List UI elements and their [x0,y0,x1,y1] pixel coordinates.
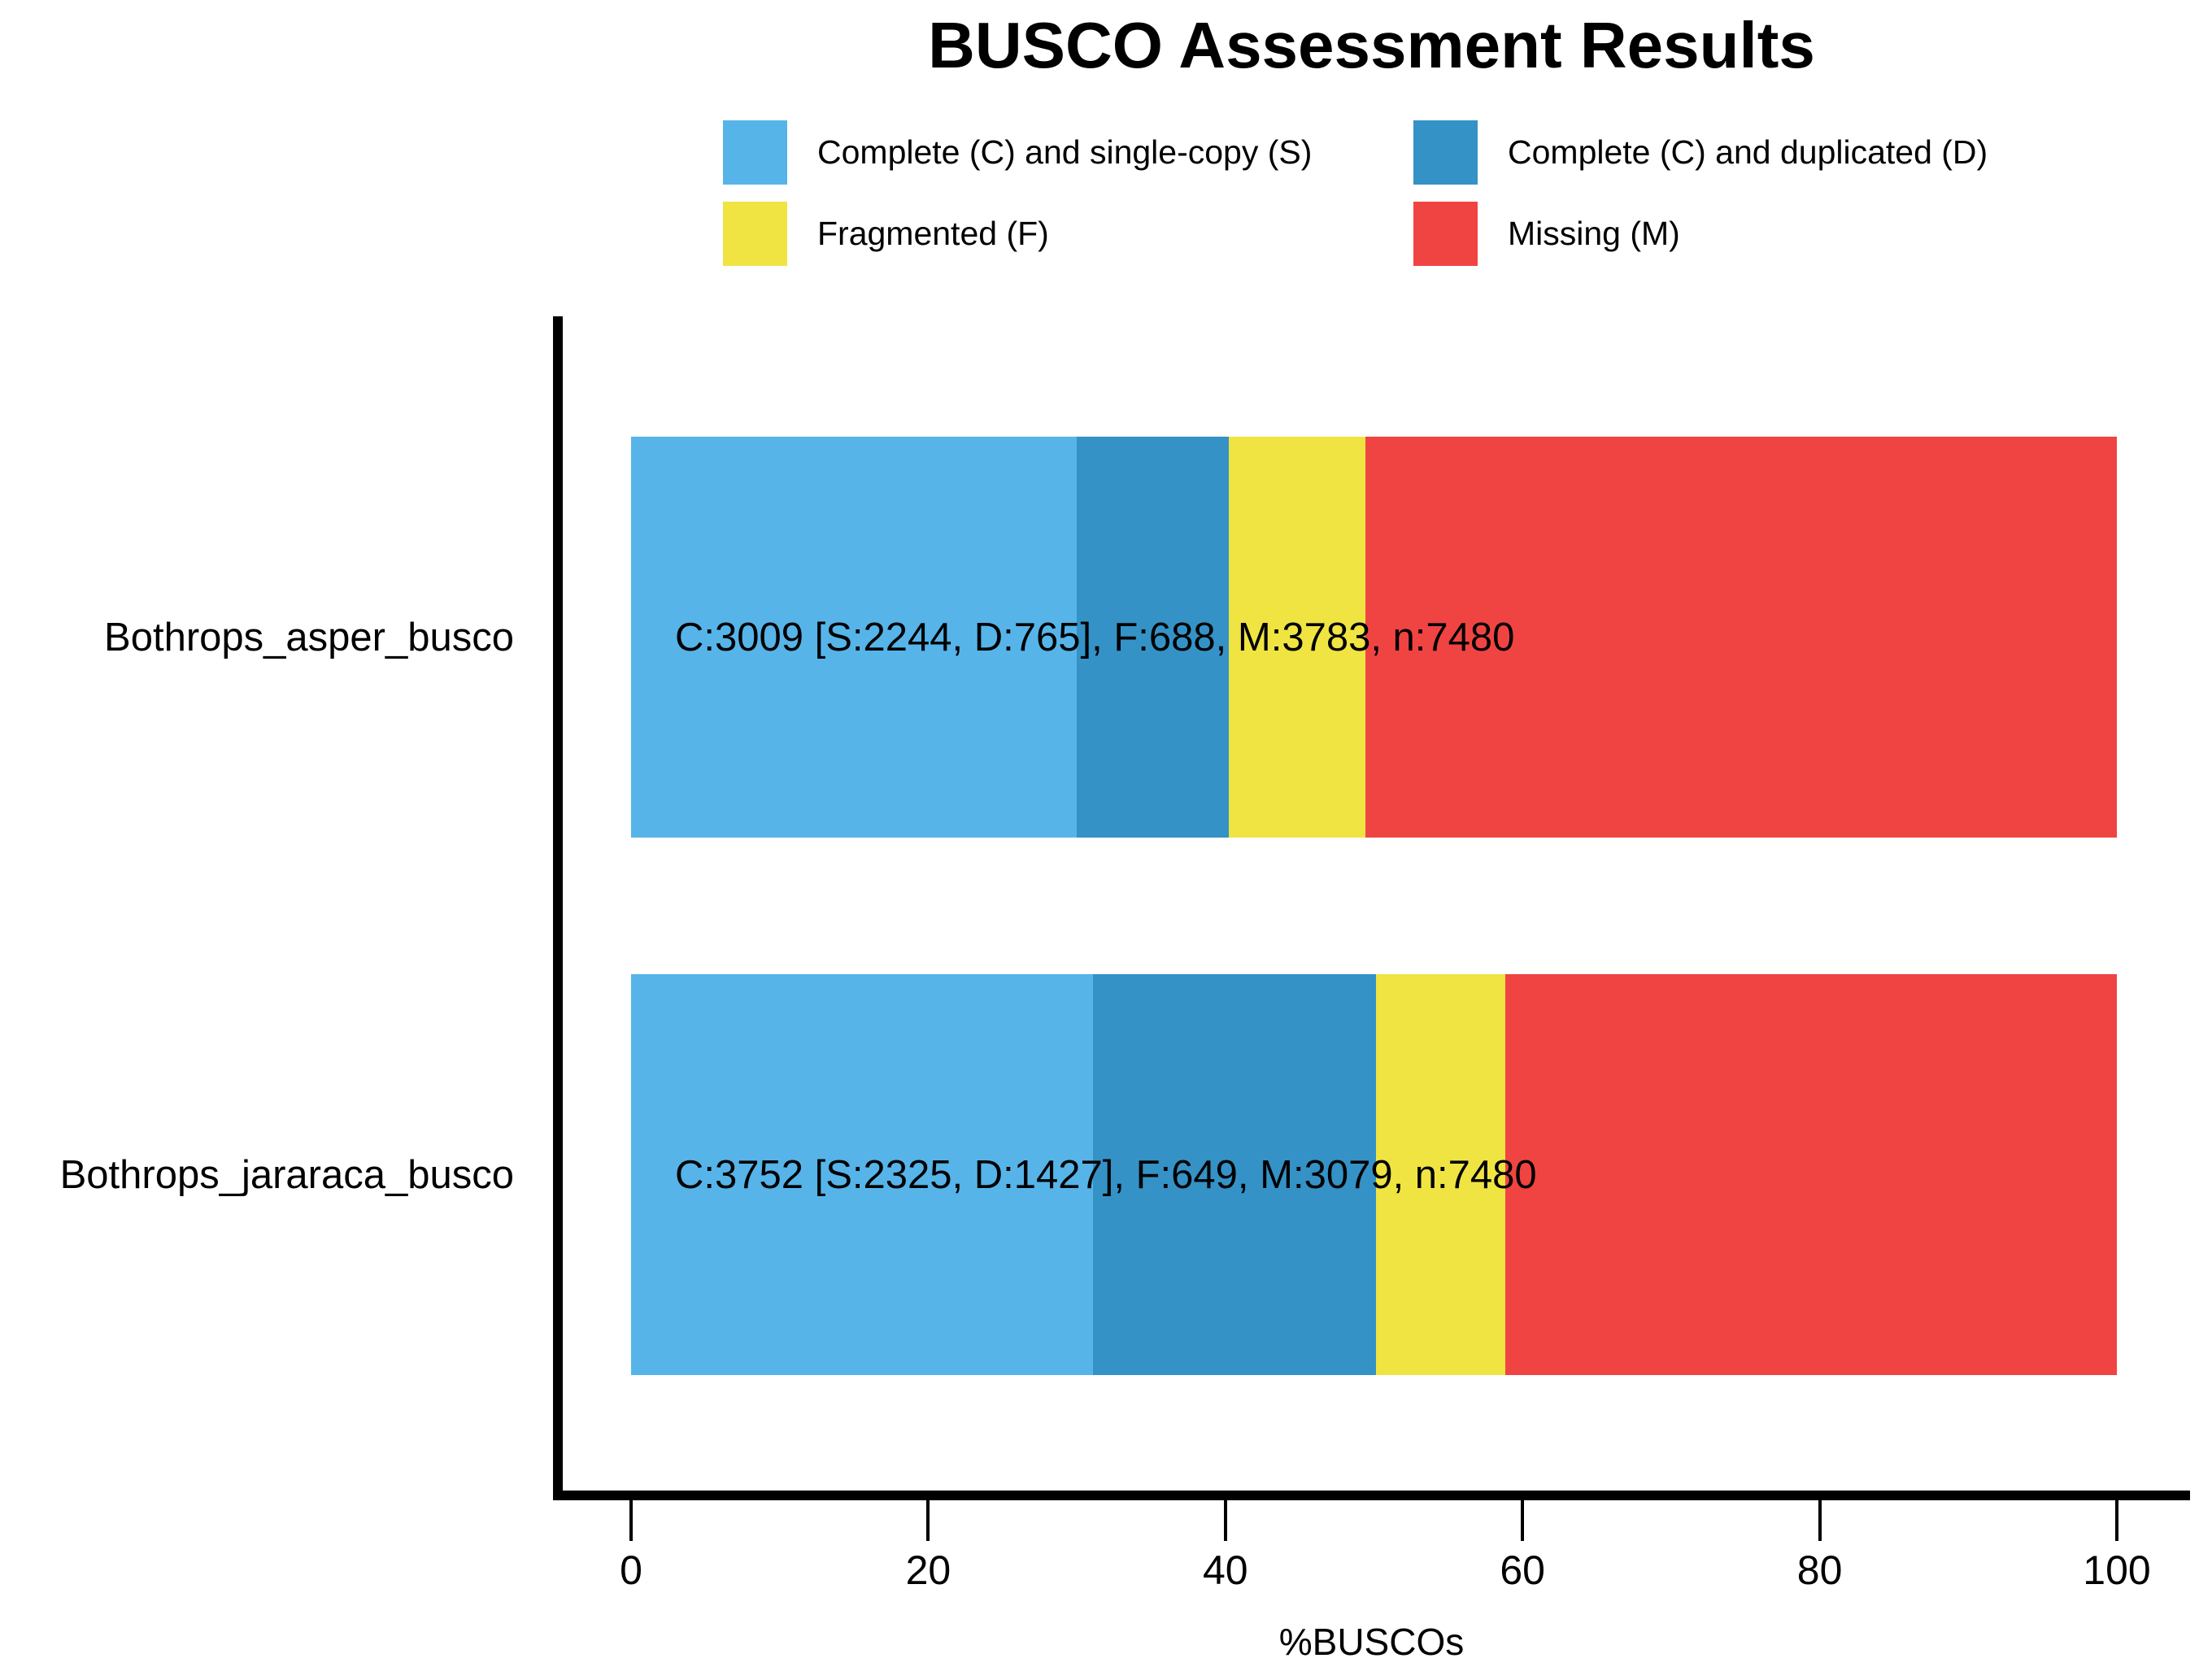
x-tick-mark [629,1500,633,1541]
bar-segment [1092,974,1377,1375]
chart-title: BUSCO Assessment Results [928,9,1815,81]
stacked-bar-row: C:3009 [S:2244, D:765], F:688, M:3783, n… [631,437,2117,838]
category-label: Bothrops_asper_busco [104,615,514,659]
legend-swatch-4 [1413,202,1478,266]
x-tick-mark [1818,1500,1822,1541]
x-tick-mark [1223,1500,1227,1541]
stacked-bar-row: C:3752 [S:2325, D:1427], F:649, M:3079, … [631,974,2117,1375]
x-tick-mark [2115,1500,2118,1541]
category-label: Bothrops_jararaca_busco [59,1152,514,1197]
x-tick-label: 40 [1202,1547,1248,1593]
x-tick-mark [1521,1500,1525,1541]
x-axis-title: %BUSCOs [1278,1621,1465,1663]
bar-segment [1504,974,2117,1375]
x-tick-label: 80 [1796,1547,1843,1593]
bar-segment [1228,437,1365,838]
x-tick-label: 0 [620,1547,642,1593]
bar-segment [1077,437,1229,838]
legend-label: Complete (C) and single-copy (S) [817,133,1313,171]
legend-swatch-1 [723,120,787,185]
legend-label: Complete (C) and duplicated (D) [1508,133,1988,171]
legend-label: Fragmented (F) [817,215,1049,252]
bar-segment [1365,437,2117,838]
bar-segment [631,437,1078,838]
y-axis-line [553,316,563,1500]
x-axis-line [553,1491,2190,1500]
legend-label: Missing (M) [1508,215,1680,252]
x-tick-label: 20 [905,1547,951,1593]
bar-value-label: C:3009 [S:2244, D:765], F:688, M:3783, n… [675,615,1515,659]
x-tick-label: 60 [1500,1547,1545,1593]
x-tick-label: 100 [2083,1547,2151,1593]
bar-segment [631,974,1093,1375]
bar-segment [1376,974,1505,1375]
legend-swatch-3 [723,202,787,266]
x-tick-mark [926,1500,930,1541]
legend-swatch-2 [1413,120,1478,185]
bar-value-label: C:3752 [S:2325, D:1427], F:649, M:3079, … [675,1152,1537,1197]
